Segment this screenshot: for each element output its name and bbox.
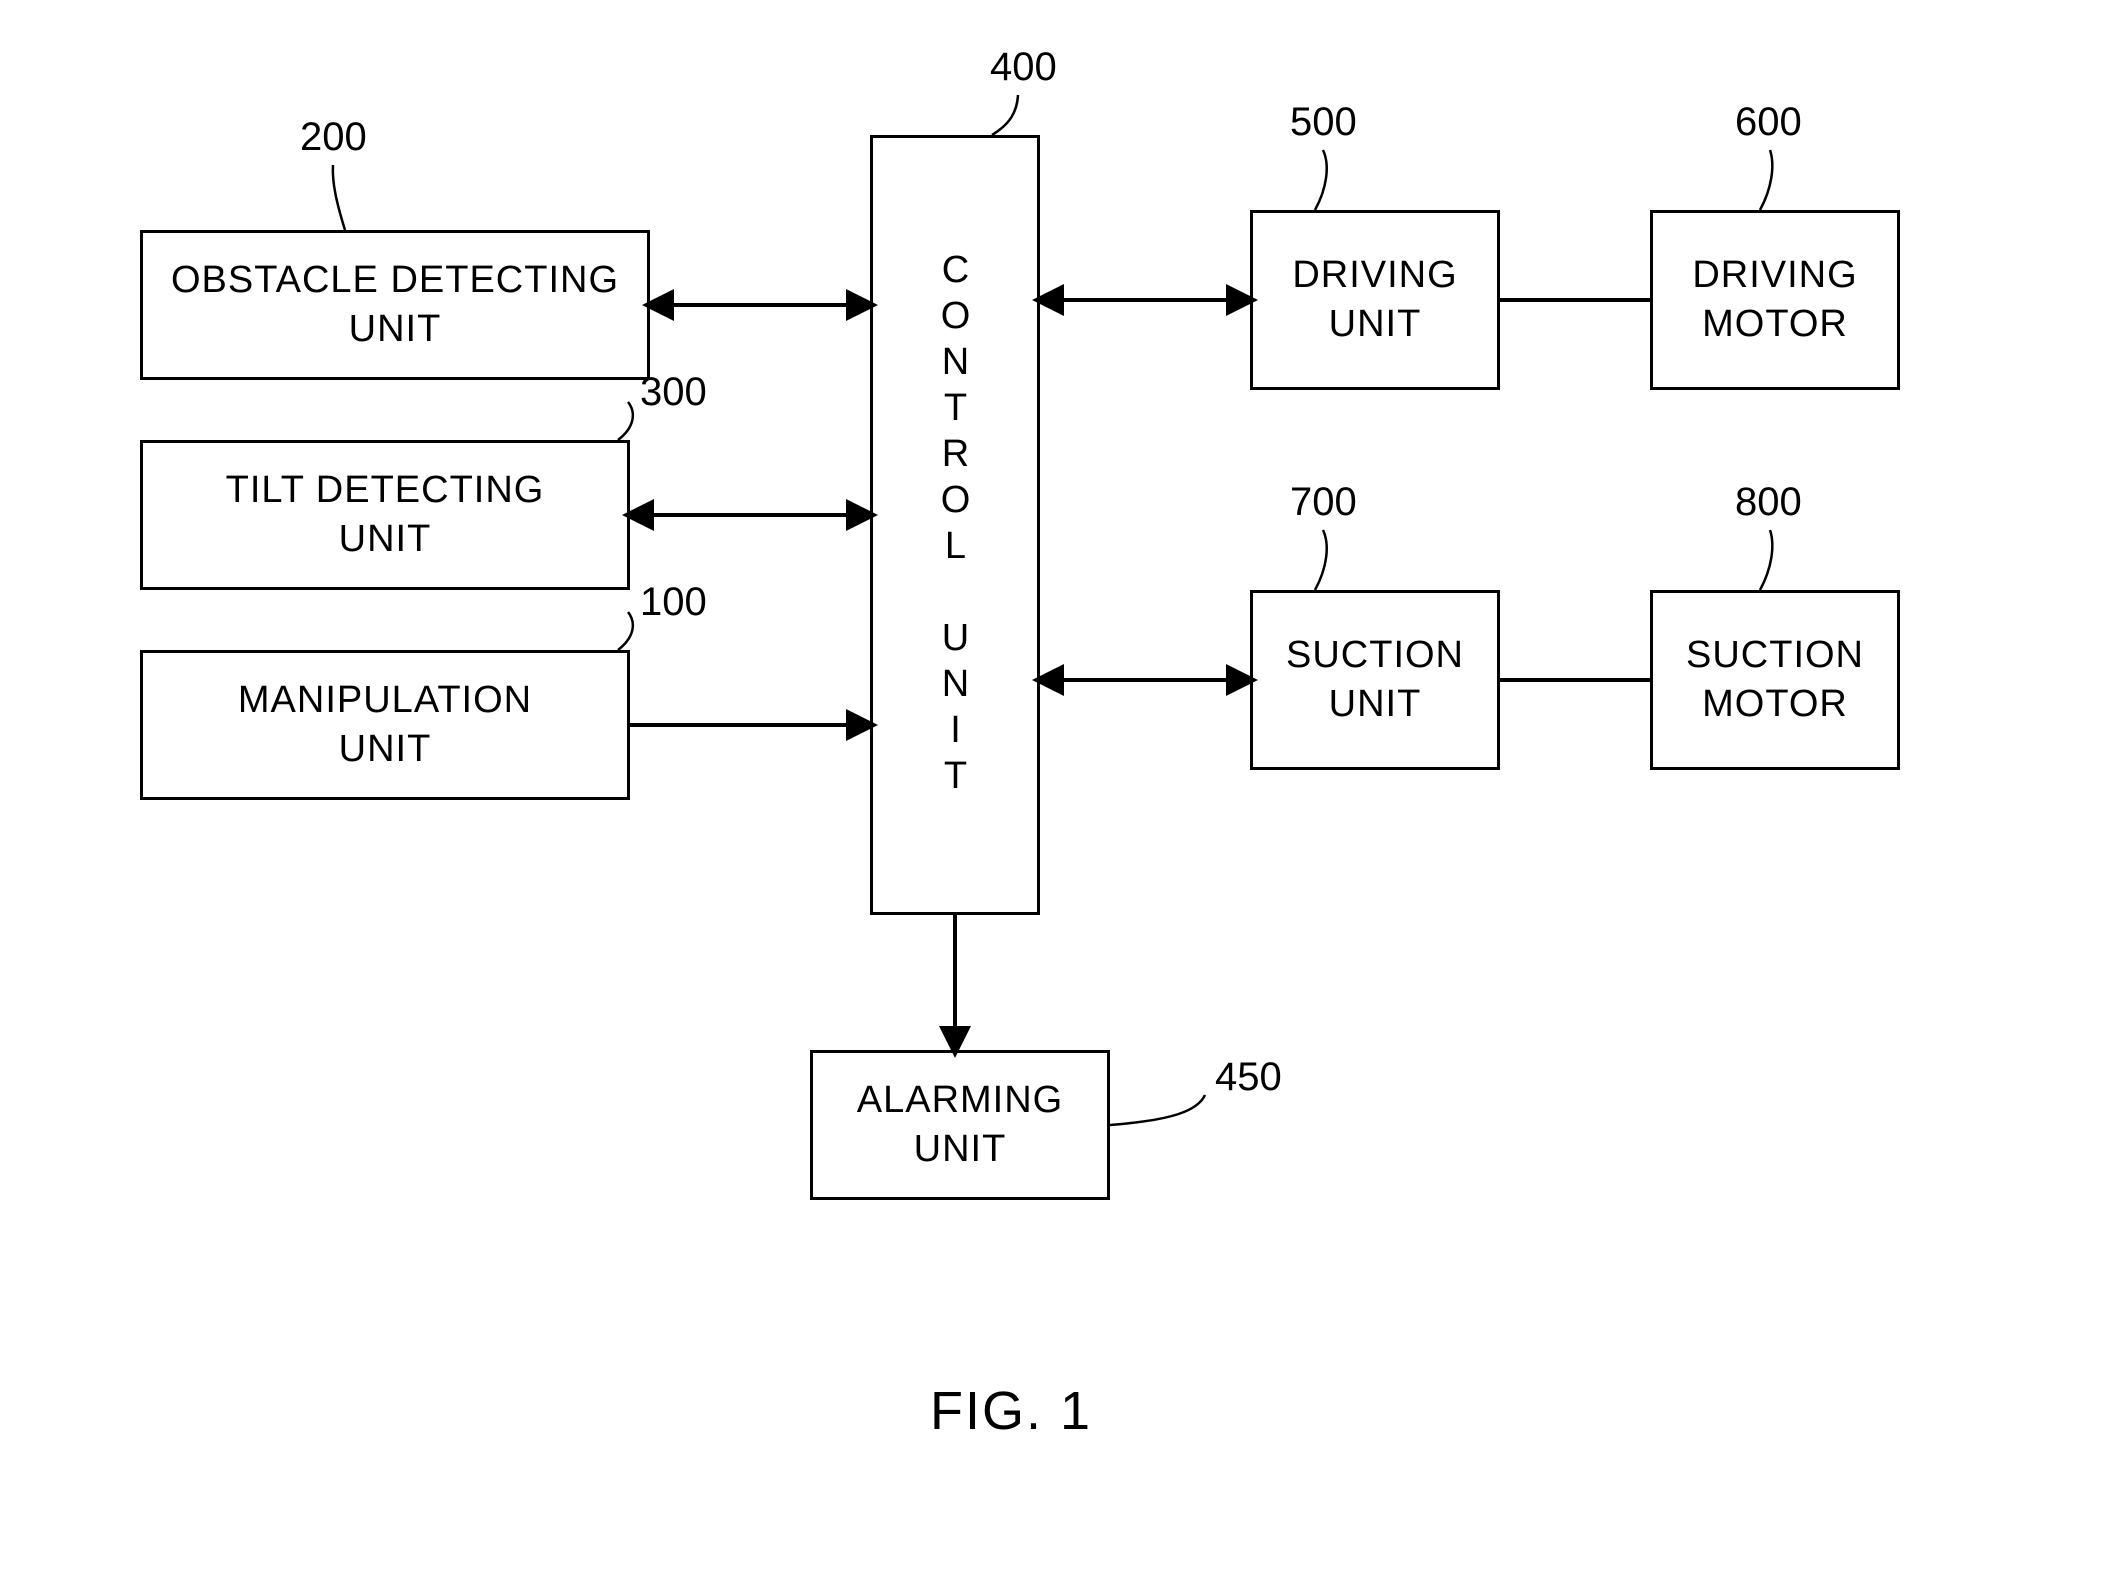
lead-450 bbox=[1110, 1095, 1205, 1125]
ref-700: 700 bbox=[1290, 480, 1357, 525]
lead-700 bbox=[1315, 530, 1327, 590]
ref-400: 400 bbox=[990, 45, 1057, 90]
lead-400 bbox=[992, 95, 1018, 135]
lead-600 bbox=[1760, 150, 1772, 210]
lead-500 bbox=[1315, 150, 1327, 210]
diagram-container: OBSTACLE DETECTINGUNIT TILT DETECTINGUNI… bbox=[0, 0, 2123, 1580]
lead-100 bbox=[618, 612, 633, 650]
figure-label: FIG. 1 bbox=[930, 1380, 1092, 1442]
lead-800 bbox=[1760, 530, 1772, 590]
lead-200 bbox=[333, 165, 345, 230]
ref-300: 300 bbox=[640, 370, 707, 415]
ref-200: 200 bbox=[300, 115, 367, 160]
lead-300 bbox=[618, 402, 633, 440]
lead-lines-svg bbox=[0, 0, 2123, 1580]
ref-500: 500 bbox=[1290, 100, 1357, 145]
ref-450: 450 bbox=[1215, 1055, 1282, 1100]
ref-800: 800 bbox=[1735, 480, 1802, 525]
ref-100: 100 bbox=[640, 580, 707, 625]
ref-600: 600 bbox=[1735, 100, 1802, 145]
